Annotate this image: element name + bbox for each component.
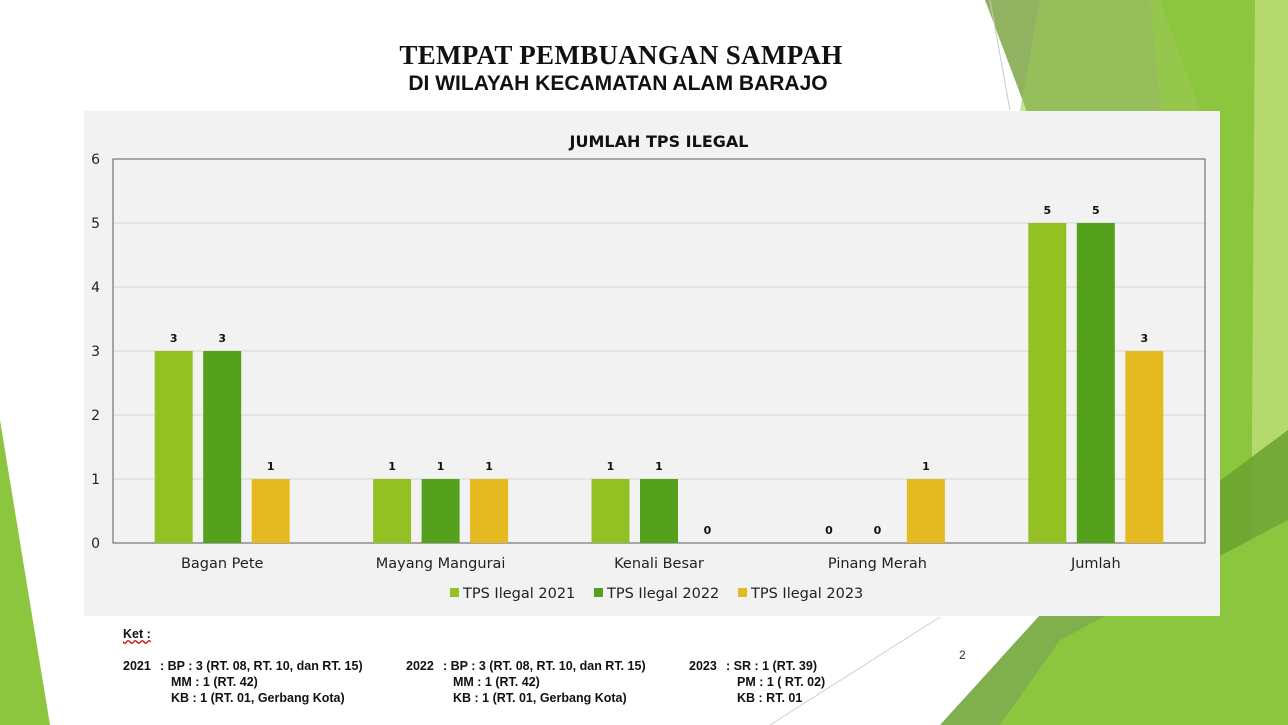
bar [154,351,193,543]
x-category-label: Pinang Merah [828,556,927,572]
bar [591,479,630,543]
bar [1076,223,1115,543]
legend-swatch [450,588,459,597]
bar [640,479,678,543]
bar [1125,351,1164,543]
x-category-label: Mayang Mangurai [376,556,506,572]
bar [906,479,945,543]
bar [1028,223,1067,543]
notes-2022-line1: : BP : 3 (RT. 08, RT. 10, dan RT. 15) [443,659,646,673]
slide-title: TEMPAT PEMBUANGAN SAMPAH [399,40,843,70]
notes-2021-line2: MM : 1 (RT. 42) [171,675,258,689]
legend-swatch [594,588,603,597]
decor-shape-left [0,420,50,725]
bar-chart: JUMLAH TPS ILEGAL 0 1 2 3 4 5 6 3 3 1 Bagan Pete 1 1 1… [91,132,1206,602]
legend-label: TPS Ilegal 2023 [750,586,863,602]
slide-subtitle: DI WILAYAH KECAMATAN ALAM BARAJO [408,72,828,95]
bar [421,479,460,543]
notes-2021-line3: KB : 1 (RT. 01, Gerbang Kota) [171,691,345,705]
legend-swatch [738,588,747,597]
x-category-label: Jumlah [1070,556,1121,572]
bar [251,479,290,543]
notes-year-2022: 2022 [406,659,434,673]
chart-title: JUMLAH TPS ILEGAL [569,132,749,151]
x-category-label: Bagan Pete [181,556,264,572]
data-label: 1 [655,460,663,473]
data-label: 1 [607,460,615,473]
data-label: 3 [218,332,226,345]
data-label: 1 [437,460,445,473]
notes-year-2021: 2021 [123,659,151,673]
bar [203,351,242,543]
y-tick-label: 1 [91,472,100,488]
data-label: 5 [1092,204,1100,217]
data-label: 3 [1140,332,1148,345]
data-label: 1 [267,460,275,473]
y-tick-label: 4 [91,280,100,296]
page-number: 2 [959,648,966,662]
notes-2022-line2: MM : 1 (RT. 42) [453,675,540,689]
bar [373,479,412,543]
y-tick-label: 3 [91,344,100,360]
x-category-label: Kenali Besar [614,556,704,572]
notes-2022-line3: KB : 1 (RT. 01, Gerbang Kota) [453,691,627,705]
notes-2023-line1: : SR : 1 (RT. 39) [726,659,817,673]
data-label: 1 [485,460,493,473]
bar [470,479,509,543]
data-label: 1 [388,460,396,473]
y-tick-label: 2 [91,408,100,424]
decor-line-bottom [769,616,941,725]
decor-line [989,0,1011,111]
notes-2023-line2: PM : 1 ( RT. 02) [737,675,826,689]
data-label: 5 [1043,204,1051,217]
notes-year-2023: 2023 [689,659,717,673]
data-label: 0 [874,524,882,537]
legend-label: TPS Ilegal 2022 [606,586,719,602]
chart-panel: JUMLAH TPS ILEGAL 0 1 2 3 4 5 6 3 3 1 Bagan Pete 1 1 1… [84,111,1220,616]
legend-label: TPS Ilegal 2021 [462,586,575,602]
y-tick-label: 6 [91,152,100,168]
notes-2021-line1: : BP : 3 (RT. 08, RT. 10, dan RT. 15) [160,659,363,673]
y-tick-label: 0 [91,536,100,552]
data-label: 3 [170,332,178,345]
notes-2023-line3: KB : RT. 01 [737,691,803,705]
data-label: 1 [922,460,930,473]
y-tick-label: 5 [91,216,100,232]
data-label: 0 [825,524,833,537]
notes-heading: Ket : [123,627,151,641]
data-label: 0 [704,524,712,537]
